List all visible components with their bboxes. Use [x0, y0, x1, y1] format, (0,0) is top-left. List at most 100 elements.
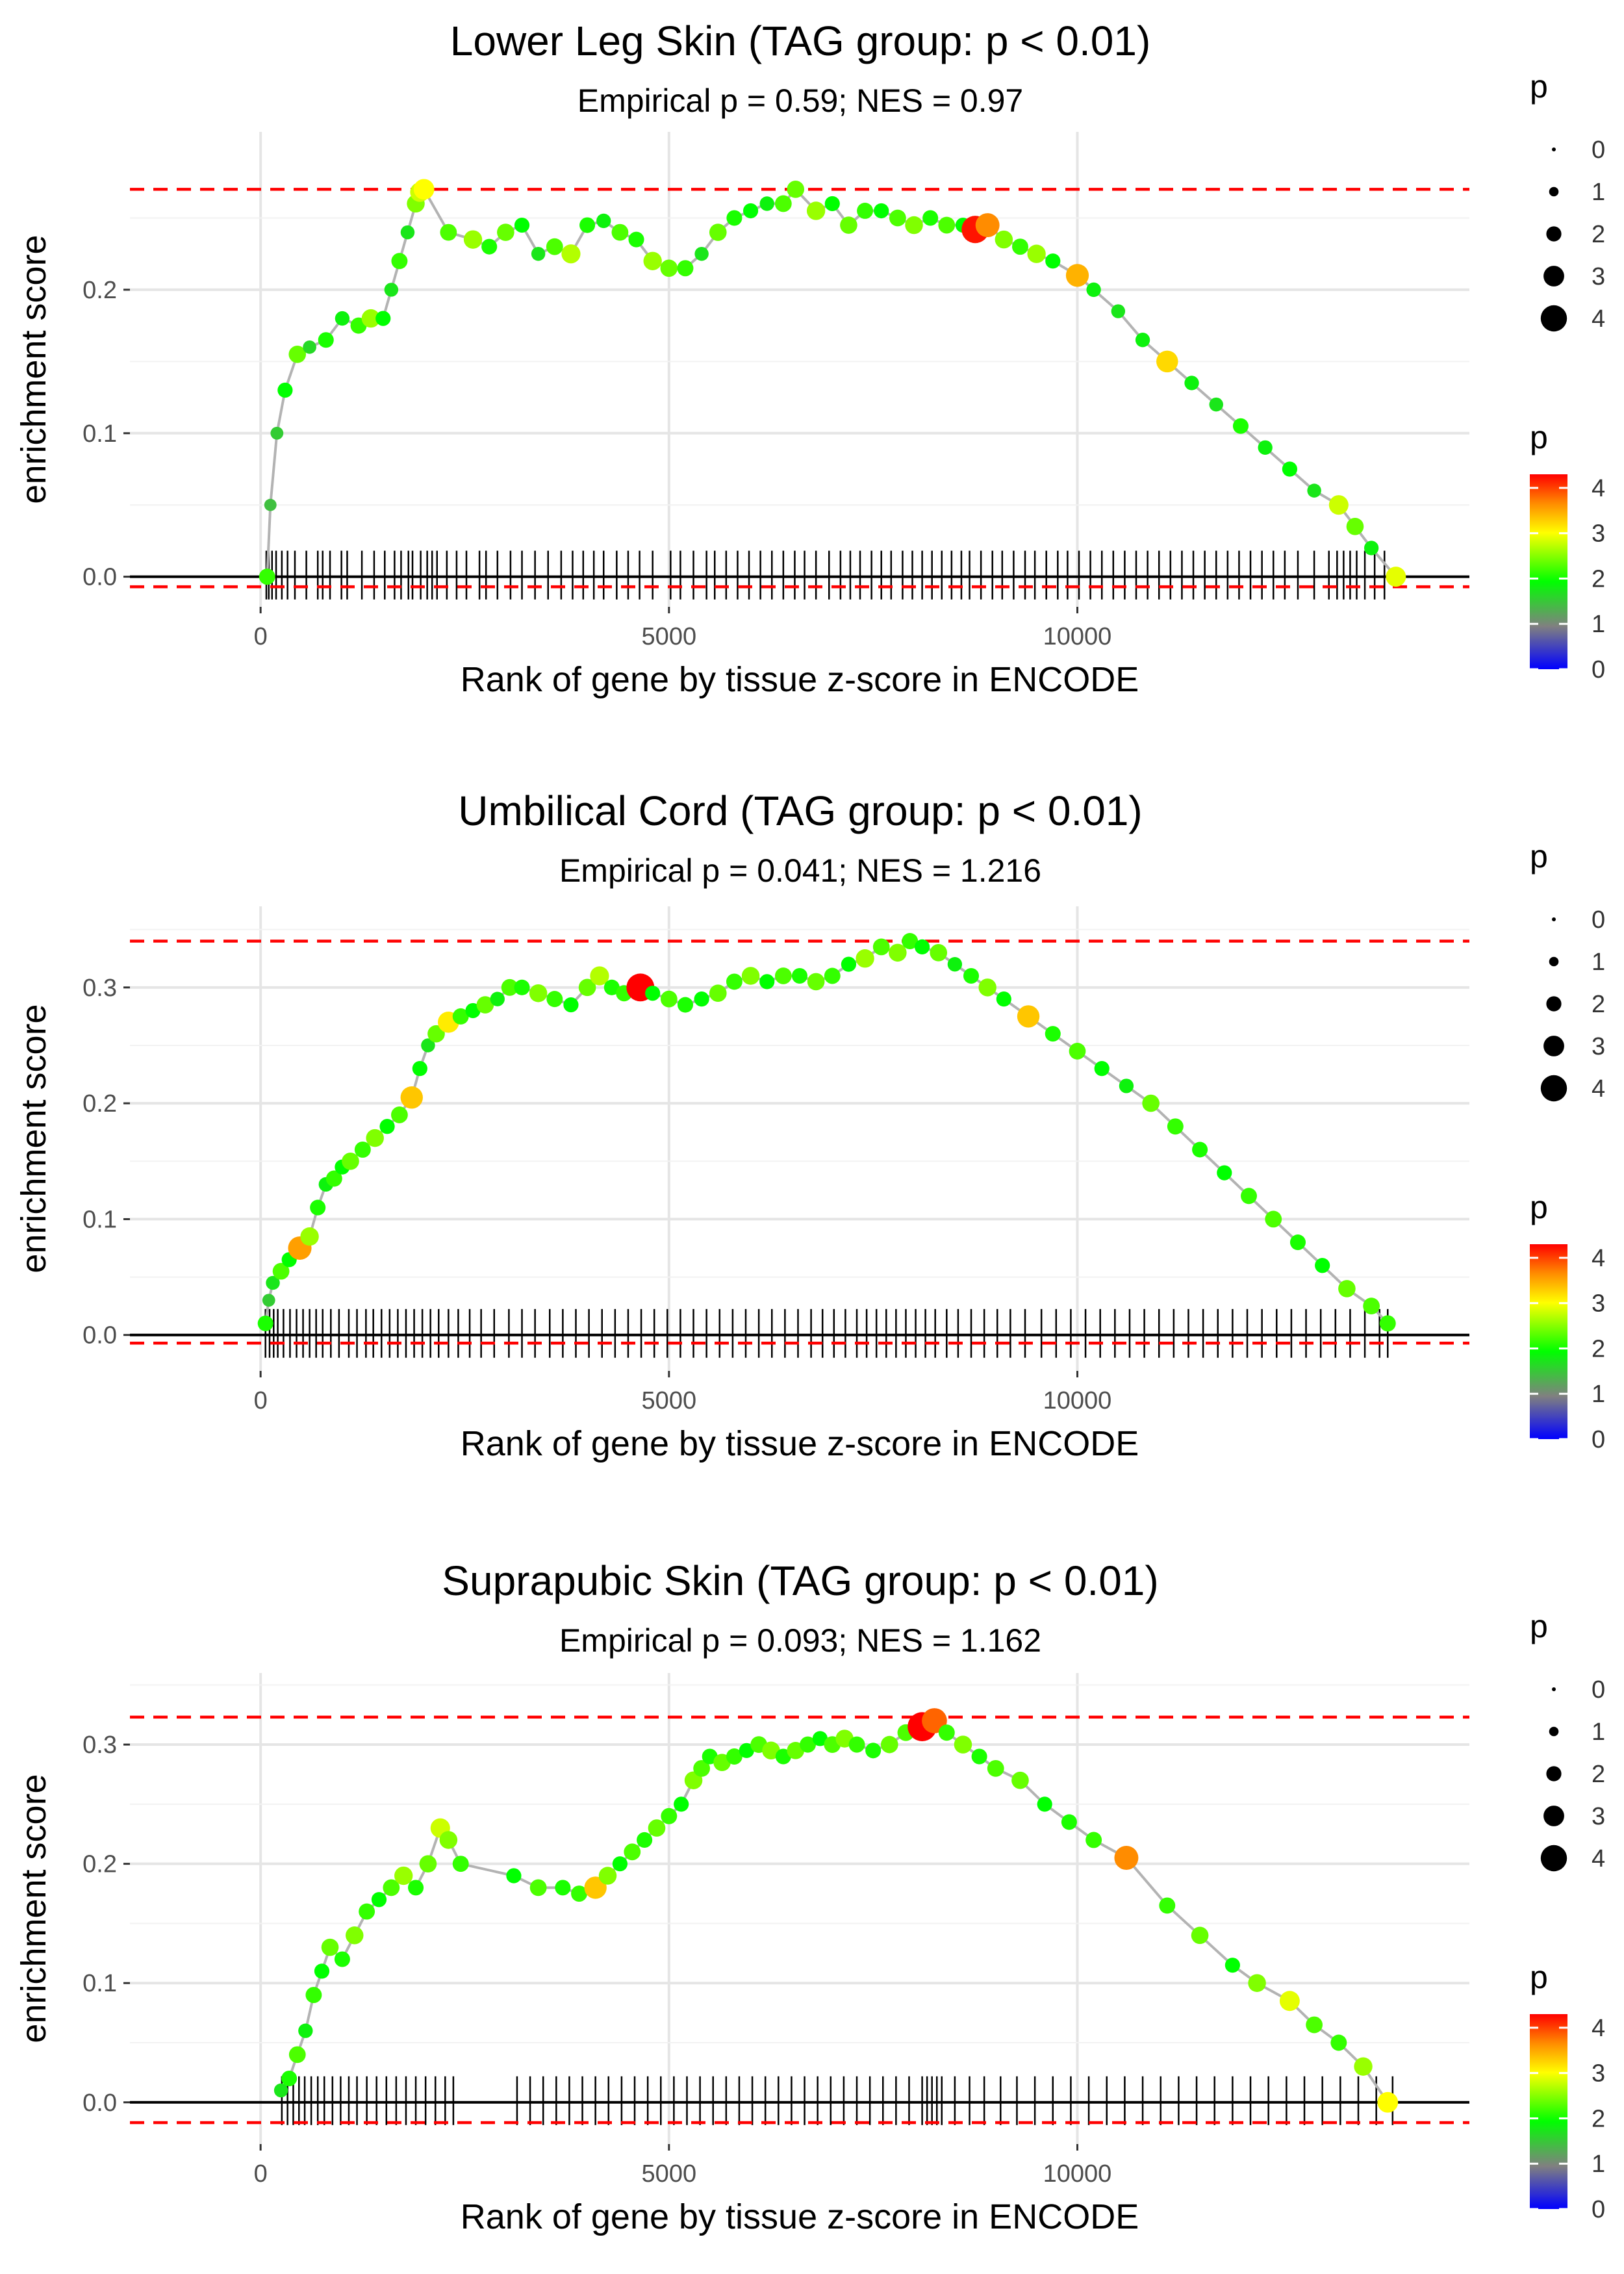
enrichment-point: [1045, 1026, 1061, 1042]
enrichment-point: [394, 1866, 413, 1885]
enrichment-point: [611, 224, 629, 241]
enrichment-point: [693, 1759, 711, 1777]
color-legend-label: 1: [1592, 611, 1605, 638]
enrichment-point: [660, 259, 678, 277]
enrichment-point: [371, 1892, 387, 1908]
enrichment-point: [1027, 244, 1046, 263]
size-legend-label: 0: [1592, 906, 1605, 934]
size-legend-key: [1543, 266, 1564, 287]
color-legend-label: 2: [1592, 2105, 1605, 2132]
enrichment-point: [889, 943, 907, 962]
enrichment-point: [628, 231, 644, 248]
chart-panel-3: Suprapubic Skin (TAG group: p < 0.01) Emp…: [14, 1557, 1469, 2236]
color-legend-label: 4: [1592, 1245, 1605, 1272]
enrichment-point: [1159, 1897, 1176, 1914]
enrichment-point: [741, 967, 760, 985]
enrichment-point: [561, 244, 581, 264]
size-legend-label: 1: [1592, 179, 1605, 206]
enrichment-point: [694, 246, 709, 261]
enrichment-point: [677, 260, 694, 277]
enrichment-point: [807, 973, 825, 991]
enrichment-point: [321, 1938, 339, 1956]
enrichment-point: [947, 956, 963, 972]
enrichment-point: [300, 1227, 319, 1246]
enrichment-point: [643, 251, 662, 270]
enrichment-point: [529, 1879, 547, 1897]
enrichment-point: [1248, 1974, 1266, 1992]
color-legend-label: 3: [1592, 2060, 1605, 2088]
enrichment-point: [578, 978, 596, 997]
enrichment-point: [1346, 518, 1364, 535]
size-legend-key: [1540, 1075, 1567, 1102]
enrichment-point: [954, 1735, 972, 1754]
size-legend-key: [1549, 956, 1559, 967]
enrichment-point: [938, 216, 956, 234]
enrichment-point: [1330, 2034, 1347, 2051]
enrichment-point: [759, 974, 775, 990]
enrichment-point: [318, 332, 334, 348]
enrichment-point: [1315, 1258, 1330, 1273]
enrichment-points: [257, 933, 1396, 1332]
enrichment-point: [963, 967, 980, 984]
enrichment-points: [273, 1708, 1399, 2113]
enrichment-point: [264, 498, 277, 511]
enrichment-point: [427, 1025, 445, 1043]
enrichment-point: [476, 996, 494, 1014]
enrichment-point: [824, 196, 840, 212]
size-legend-label: 2: [1592, 1761, 1605, 1788]
size-legend-key: [1543, 1806, 1564, 1826]
enrichment-point: [1184, 376, 1199, 390]
enrichment-point: [1086, 282, 1101, 298]
y-tick-label: 0.0: [82, 1322, 117, 1349]
enrichment-point: [1119, 1079, 1134, 1093]
color-legend-label: 4: [1592, 2015, 1605, 2042]
enrichment-point: [272, 1262, 290, 1280]
gene-rug: [264, 1309, 1389, 1358]
enrichment-point: [902, 933, 919, 949]
enrichment-point: [1386, 567, 1406, 587]
legend-3: p 0 1 2 3 4 p 0 1 2 3 4: [1530, 1608, 1605, 2223]
enrichment-point: [978, 978, 996, 997]
enrichment-point: [514, 979, 530, 995]
enrichment-point: [400, 225, 415, 240]
enrichment-point: [288, 2046, 306, 2063]
color-legend-label: 0: [1592, 2196, 1605, 2223]
enrichment-point: [759, 196, 774, 211]
y-tick-label: 0.3: [82, 1731, 117, 1759]
enrichment-point: [1037, 1796, 1052, 1812]
enrichment-point: [584, 1876, 607, 1899]
enrichment-point: [739, 1743, 754, 1758]
enrichment-point: [612, 1856, 628, 1872]
x-tick-label: 0: [254, 623, 268, 650]
enrichment-point: [987, 1759, 1004, 1777]
enrichment-point: [762, 1741, 780, 1760]
enrichment-point: [481, 238, 498, 255]
enrichment-points: [259, 179, 1406, 587]
size-legend-label: 4: [1592, 1075, 1605, 1103]
enrichment-point: [346, 1926, 364, 1945]
enrichment-point: [922, 210, 939, 226]
enrichment-point: [490, 991, 505, 1006]
enrichment-point: [440, 224, 457, 241]
chart-title: Lower Leg Skin (TAG group: p < 0.01): [450, 18, 1151, 64]
legend-1: p 0 1 2 3 4 p 0 1 2 3 4: [1530, 68, 1605, 683]
color-legend-bar: [1530, 1244, 1567, 1439]
enrichment-point: [571, 1885, 587, 1902]
enrichment-point: [375, 311, 391, 326]
enrichment-point: [497, 224, 514, 241]
enrichment-point: [259, 568, 275, 585]
enrichment-point: [335, 311, 350, 326]
legend-area: p 0 1 2 3 4 p 0 1 2 3 4 p 0 1 2 3 4 p 0 1 2 3 4 p 0 1 2 3 4 p 0 1 2 3 4: [1530, 68, 1605, 2223]
enrichment-point: [334, 1951, 350, 1967]
enrichment-point: [791, 967, 808, 984]
enrichment-point: [971, 1748, 987, 1765]
y-tick-label: 0.2: [82, 1851, 117, 1878]
enrichment-point: [305, 1987, 322, 2004]
y-tick-label: 0.1: [82, 1206, 117, 1233]
enrichment-point: [391, 1106, 408, 1123]
size-legend-key: [1546, 1766, 1562, 1782]
enrichment-point: [800, 1736, 817, 1753]
y-tick-label: 0.1: [82, 420, 117, 448]
enrichment-point: [465, 1003, 481, 1019]
enrichment-point: [661, 1808, 678, 1824]
